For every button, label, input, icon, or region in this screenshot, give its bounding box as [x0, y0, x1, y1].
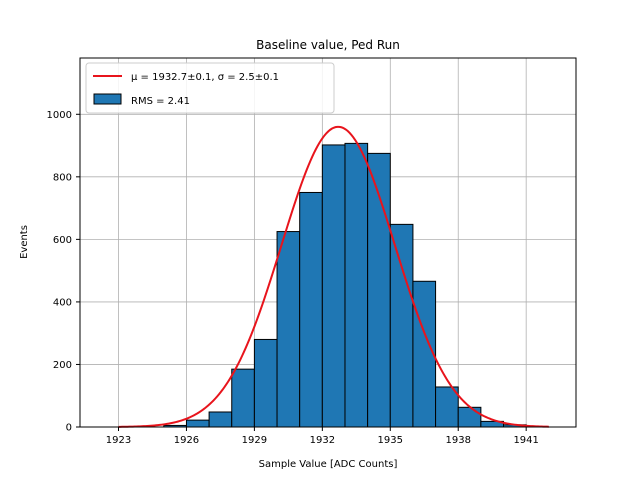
- legend: μ = 1932.7±0.1, σ = 2.5±0.1 RMS = 2.41: [85, 62, 335, 114]
- y-tick-label: 800: [53, 172, 72, 183]
- y-tick-label: 200: [53, 360, 72, 371]
- y-axis-ticks: 0 200 400 600 800 1000: [47, 110, 80, 434]
- y-tick-label: 1000: [47, 110, 72, 121]
- y-tick-label: 600: [53, 235, 72, 246]
- x-tick-label: 1938: [446, 435, 471, 446]
- legend-rms-swatch: [93, 93, 122, 105]
- legend-fit-label: μ = 1932.7±0.1, σ = 2.5±0.1: [131, 72, 279, 83]
- x-tick-label: 1923: [106, 435, 131, 446]
- x-tick-label: 1941: [513, 435, 538, 446]
- gaussian-fit-line: [118, 125, 549, 428]
- histogram-bar: [299, 191, 323, 428]
- histogram-bar: [276, 231, 301, 428]
- histogram-bar: [231, 368, 255, 428]
- histogram-bar: [185, 419, 210, 428]
- y-tick-label: 0: [66, 423, 72, 434]
- x-axis-label: Sample Value [ADC Counts]: [259, 459, 398, 470]
- histogram-bar: [253, 338, 278, 428]
- plot-frame: [79, 57, 577, 428]
- x-tick-label: 1932: [310, 435, 335, 446]
- x-tick-label: 1926: [174, 435, 199, 446]
- x-axis-ticks: 1923 1926 1929 1932 1935 1938 1941: [106, 427, 539, 446]
- histogram-bar: [321, 144, 346, 428]
- x-tick-label: 1929: [242, 435, 267, 446]
- histogram-bars: [163, 142, 527, 428]
- histogram-bar: [412, 280, 437, 428]
- chart-title: Baseline value, Ped Run: [256, 38, 400, 52]
- histogram-bar: [208, 411, 233, 428]
- histogram-bar: [389, 223, 414, 428]
- histogram-bar: [435, 386, 459, 428]
- x-tick-label: 1935: [378, 435, 403, 446]
- legend-rms-label: RMS = 2.41: [131, 96, 190, 107]
- histogram-bar: [457, 406, 482, 428]
- legend-box: [85, 62, 335, 114]
- y-axis-label: Events: [19, 225, 30, 259]
- y-tick-label: 400: [53, 297, 72, 308]
- histogram-bar: [344, 142, 369, 428]
